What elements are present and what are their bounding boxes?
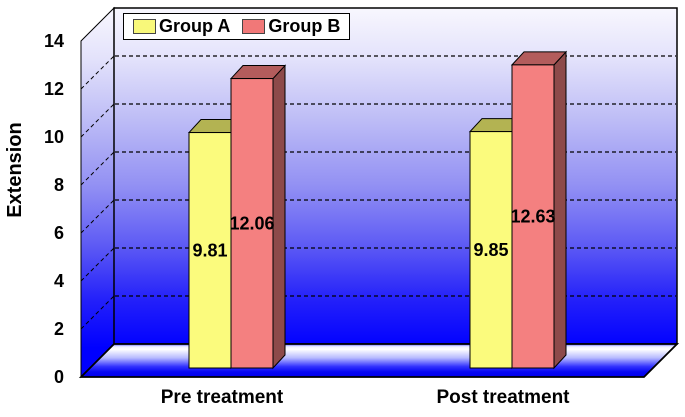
legend-item-group-a: Group A: [133, 16, 230, 37]
bar-post-group-a-front: [469, 131, 513, 369]
legend-swatch-group-a-icon: [133, 19, 156, 34]
bar-pre-group-b-side: [272, 64, 286, 370]
bar-post-group-b-front: [511, 64, 555, 369]
bar-pre-group-b-front: [230, 78, 274, 369]
gridline-side: [80, 247, 115, 282]
left-wall: [80, 6, 115, 379]
gridline-side: [80, 103, 115, 138]
bar-pre-group-b-value-label: 12.06: [229, 213, 274, 233]
legend-label-group-a: Group A: [159, 16, 231, 36]
gridline-side: [80, 295, 115, 330]
y-tick-label: 2: [54, 319, 64, 339]
legend-label-group-b: Group B: [268, 16, 341, 36]
bar-pre-group-a-value-label: 9.81: [192, 240, 227, 260]
gridline-side: [80, 199, 115, 234]
legend: Group A Group B: [123, 13, 350, 40]
bar-post-group-b-side: [553, 50, 567, 370]
y-axis-title: Extension: [4, 122, 26, 218]
y-tick-label: 10: [44, 127, 64, 147]
bar-post-group-b-value-label: 12.63: [510, 206, 555, 226]
y-tick-label: 0: [54, 367, 64, 387]
gridline-side: [80, 55, 115, 90]
bar-post-group-a-value-label: 9.85: [473, 240, 508, 260]
floor: [78, 343, 680, 378]
legend-item-group-b: Group B: [242, 16, 340, 37]
y-tick-label: 8: [54, 175, 64, 195]
y-tick-label: 6: [54, 223, 64, 243]
gridline-side: [80, 151, 115, 186]
y-tick-label: 4: [54, 271, 64, 291]
y-tick-label: 14: [44, 31, 64, 51]
legend-swatch-group-b-icon: [242, 19, 266, 34]
category-label: Pre treatment: [161, 387, 284, 408]
y-tick-label: 12: [44, 79, 64, 99]
category-label: Post treatment: [436, 387, 570, 408]
